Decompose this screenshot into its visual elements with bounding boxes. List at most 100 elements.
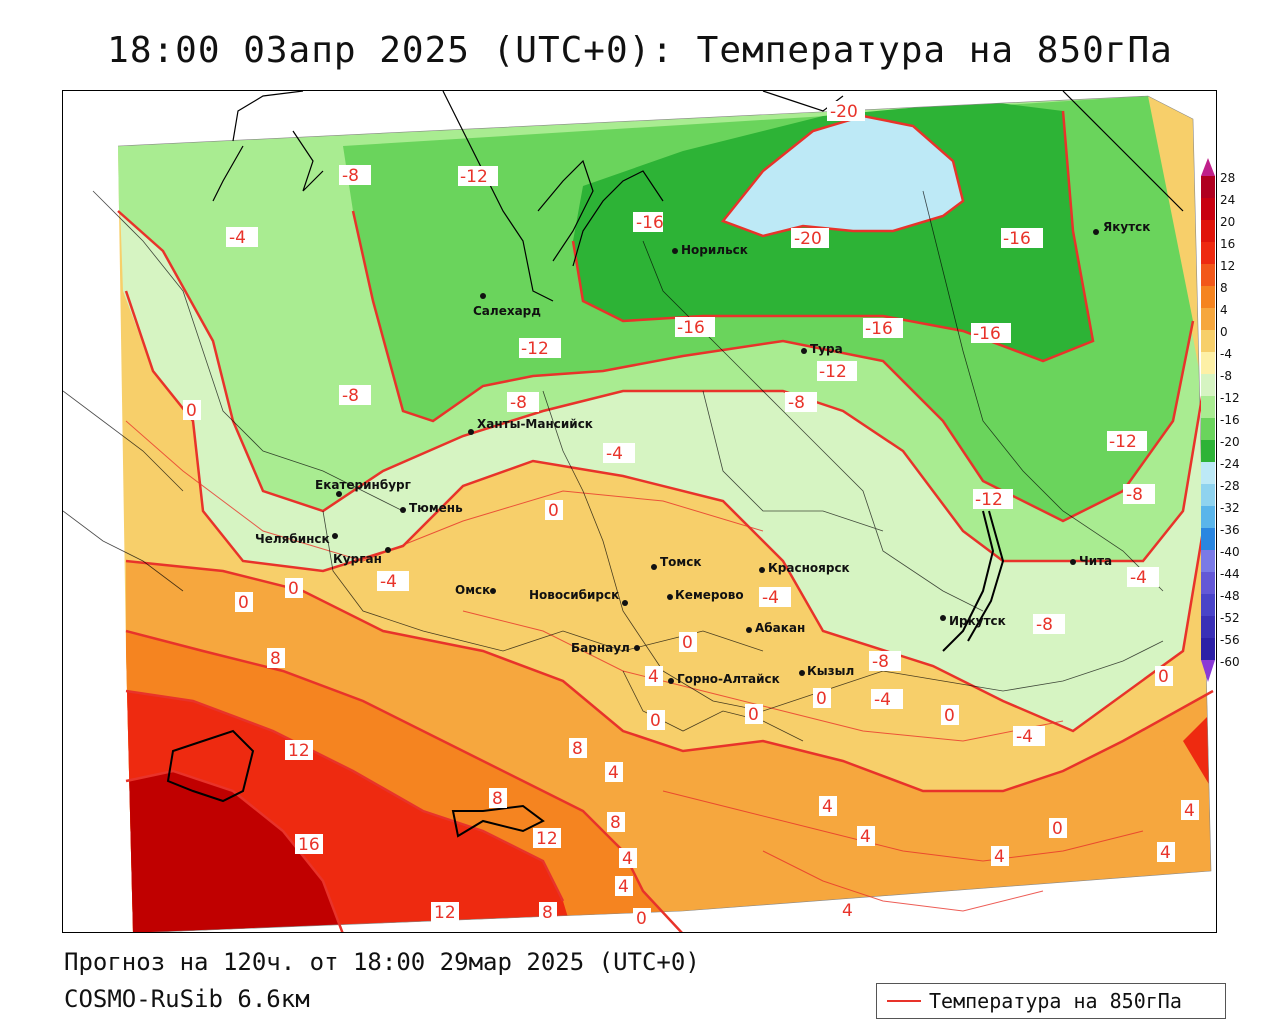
label-p4i: 4: [615, 876, 633, 897]
colorbar-tick: -28: [1220, 479, 1240, 493]
colorbar-tick: 20: [1220, 215, 1236, 229]
label-z12: 0: [633, 908, 651, 929]
label-m4c: -4: [377, 571, 409, 592]
city-barnaul: Барнаул: [571, 641, 630, 655]
label-m12b: -12: [519, 338, 561, 359]
city-dot: [332, 533, 338, 539]
legend-line-swatch: [887, 1000, 921, 1002]
label-z2: 0: [545, 500, 563, 521]
colorbar-tick: -52: [1220, 611, 1240, 625]
label-m4f: -4: [871, 689, 903, 710]
label-m8c: -8: [507, 392, 539, 413]
city-dot: [622, 600, 628, 606]
city-dot: [651, 564, 657, 570]
colorbar-tick: -44: [1220, 567, 1240, 581]
colorbar-tick: -48: [1220, 589, 1240, 603]
label-p8a: 8: [267, 648, 285, 669]
svg-text:-4: -4: [1016, 727, 1033, 747]
svg-text:4: 4: [648, 667, 659, 687]
colorbar-tick: -16: [1220, 413, 1240, 427]
label-p4h: 4: [1157, 842, 1175, 863]
svg-text:4: 4: [860, 827, 871, 847]
label-z5: 0: [679, 632, 697, 653]
svg-text:0: 0: [1052, 819, 1063, 839]
label-m16d: -16: [863, 318, 903, 339]
colorbar-tick: 28: [1220, 171, 1236, 185]
city-dot: [746, 627, 752, 633]
svg-text:0: 0: [238, 593, 249, 613]
svg-text:-8: -8: [1126, 485, 1143, 505]
label-m12a: -12: [458, 166, 498, 187]
label-m12c: -12: [817, 361, 857, 382]
map-title: 18:00 03апр 2025 (UTC+0): Температура на…: [107, 30, 1173, 71]
svg-text:4: 4: [618, 877, 629, 897]
colorbar-tick: -24: [1220, 457, 1240, 471]
city-khanty: Ханты-Мансийск: [477, 417, 593, 431]
city-omsk: Омск: [455, 583, 490, 597]
city-dot: [1093, 229, 1099, 235]
label-p4g: 4: [991, 846, 1009, 867]
svg-text:0: 0: [548, 501, 559, 521]
city-labels: Салехард Норильск Якутск Тура Ханты-Манс…: [255, 220, 1150, 686]
svg-text:-8: -8: [342, 386, 359, 406]
city-chita: Чита: [1079, 554, 1112, 568]
svg-text:4: 4: [1160, 843, 1171, 863]
label-m4a: -4: [226, 227, 258, 248]
label-m16e: -16: [971, 323, 1011, 344]
svg-text:0: 0: [816, 689, 827, 709]
svg-text:-16: -16: [1003, 229, 1031, 249]
svg-text:4: 4: [608, 763, 619, 783]
colorbar-tick: 4: [1220, 303, 1228, 317]
city-dot: [759, 567, 765, 573]
field-m16: [573, 101, 1093, 361]
label-z9: 0: [647, 710, 665, 731]
city-dot: [400, 507, 406, 513]
label-m8e: -8: [1123, 484, 1155, 505]
svg-text:0: 0: [288, 579, 299, 599]
svg-text:-8: -8: [788, 393, 805, 413]
label-z10: 0: [941, 705, 959, 726]
svg-text:-16: -16: [636, 213, 664, 233]
svg-text:0: 0: [1158, 667, 1169, 687]
colorbar-tick: -12: [1220, 391, 1240, 405]
svg-text:-16: -16: [865, 319, 893, 339]
city-dot: [667, 594, 673, 600]
colorbar-tick: -60: [1220, 655, 1240, 669]
colorbar-tick: -56: [1220, 633, 1240, 647]
label-p8d: 8: [607, 812, 625, 833]
contours-thin: [125, 420, 1144, 912]
svg-text:-4: -4: [1130, 568, 1147, 588]
colorbar-tick: 0: [1220, 325, 1228, 339]
svg-text:-12: -12: [975, 490, 1003, 510]
svg-text:8: 8: [542, 903, 553, 923]
model-name: COSMO-RuSib 6.6км: [64, 985, 310, 1013]
label-m8g: -8: [869, 651, 901, 672]
svg-text:0: 0: [186, 401, 197, 421]
label-m4b: -4: [603, 443, 635, 464]
colorbar-tick: 8: [1220, 281, 1228, 295]
label-z4: 0: [235, 592, 253, 613]
contours: [117, 110, 1215, 932]
svg-text:12: 12: [288, 741, 310, 761]
colorbar-scale: [1201, 158, 1215, 682]
contour-labels: -20 -20 -16 -16 -16 -16 -16 -12 -12 -12 …: [183, 101, 1199, 929]
city-irkutsk: Иркутск: [949, 614, 1006, 628]
city-dot: [385, 547, 391, 553]
temperature-map[interactable]: Салехард Норильск Якутск Тура Ханты-Манс…: [63, 91, 1217, 933]
city-dot: [336, 491, 342, 497]
city-kurgan: Курган: [333, 552, 382, 566]
label-p4d: 4: [1181, 800, 1199, 821]
label-m8f: -8: [1033, 614, 1065, 635]
svg-text:8: 8: [572, 739, 583, 759]
label-z7: 0: [813, 688, 831, 709]
svg-text:-12: -12: [521, 339, 549, 359]
city-dot: [668, 678, 674, 684]
city-chelyabinsk: Челябинск: [255, 532, 330, 546]
colorbar-tick: 24: [1220, 193, 1236, 207]
svg-text:12: 12: [536, 829, 558, 849]
label-p12a: 12: [285, 740, 313, 761]
colorbar-tick: -32: [1220, 501, 1240, 515]
label-p12c: 12: [431, 902, 459, 923]
map-frame[interactable]: Салехард Норильск Якутск Тура Ханты-Манс…: [62, 90, 1217, 933]
label-m8d: -8: [785, 392, 817, 413]
